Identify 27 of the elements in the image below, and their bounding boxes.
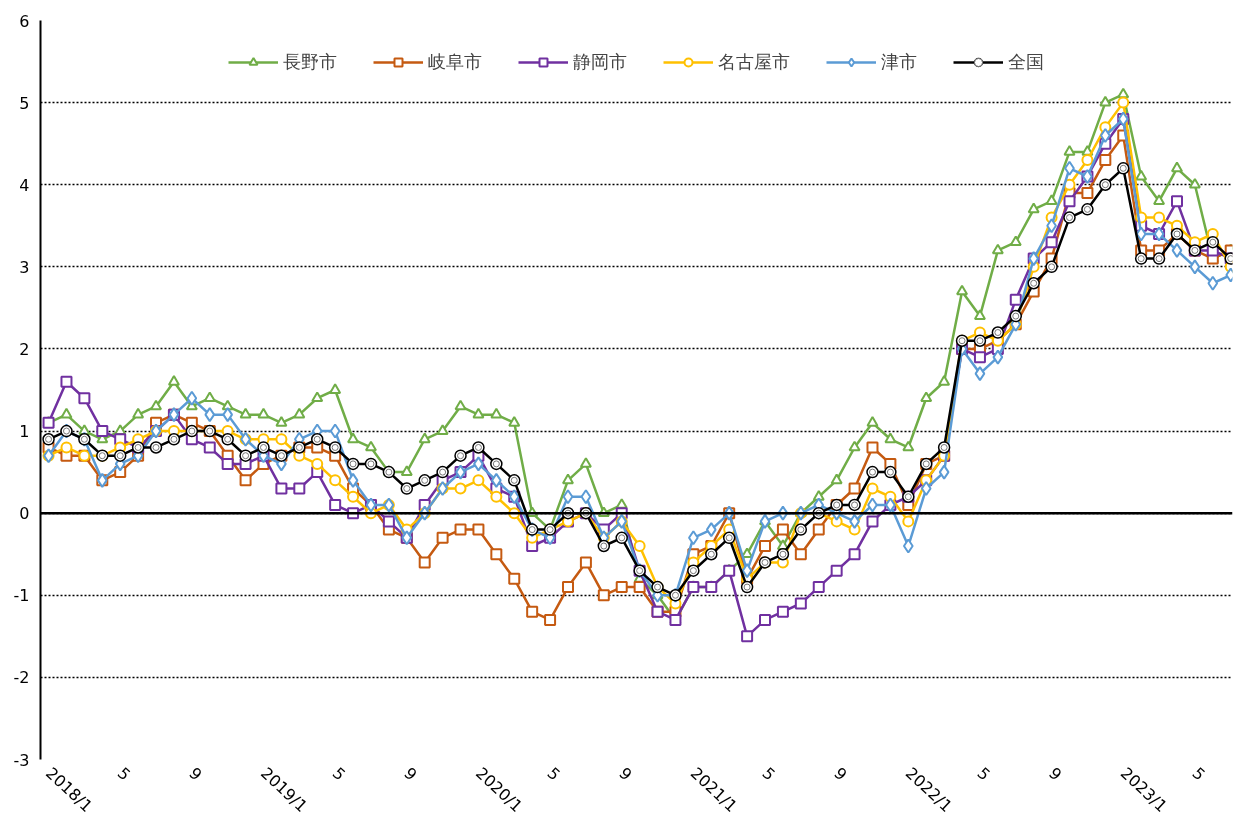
x-tick-label: 9 [185,763,206,785]
x-tick-label: 9 [400,763,421,785]
y-tick-label: 4 [19,175,30,195]
x-tick-label: 5 [328,763,350,785]
x-tick-label: 9 [1045,763,1066,785]
x-tick-label: 5 [973,763,994,785]
legend-label: 全国 [1008,50,1044,74]
legend-label: 長野市 [283,50,337,74]
legend-label: 静岡市 [573,50,627,74]
y-tick-label: 0 [19,504,30,524]
x-tick-label: 9 [830,763,851,785]
legend-label: 岐阜市 [428,50,482,74]
x-tick-label: 5 [113,763,135,785]
y-tick-label: -3 [13,750,30,770]
x-tick-label: 5 [1188,763,1209,785]
y-tick-label: -2 [13,668,30,688]
legend-label: 名古屋市 [718,50,790,74]
x-tick-label: 9 [615,763,636,785]
y-tick-label: 6 [19,11,30,31]
y-tick-label: 1 [19,422,30,442]
y-tick-label: 2 [19,339,30,359]
x-tick-label: 5 [758,763,779,785]
y-tick-label: 5 [19,93,30,113]
y-tick-label: -1 [13,586,30,606]
x-tick-label: 5 [543,763,564,785]
legend-label: 津市 [881,50,917,74]
y-tick-label: 3 [19,257,30,277]
